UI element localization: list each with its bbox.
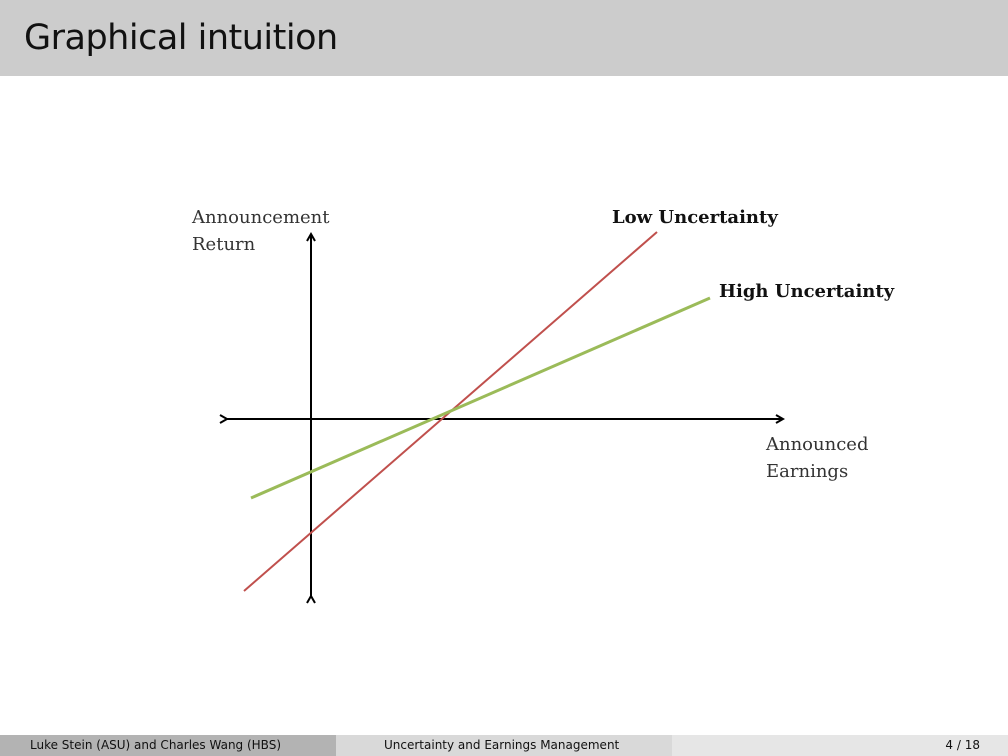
x-axis-label: Announced Earnings [766,431,868,485]
x-axis-label-line1: Announced [766,434,869,455]
low-uncertainty-label: Low Uncertainty [612,207,778,228]
footer: Luke Stein (ASU) and Charles Wang (HBS) … [0,735,1008,756]
high-uncertainty-label: High Uncertainty [719,281,895,302]
y-axis-label: Announcement Return [192,204,330,258]
high-uncertainty-line [250,296,711,500]
y-axis-label-line2: Return [192,234,256,255]
footer-authors-section: Luke Stein (ASU) and Charles Wang (HBS) [0,735,336,756]
y-axis-label-line1: Announcement [192,207,330,228]
footer-page-number: 4 / 18 [945,738,980,752]
footer-authors: Luke Stein (ASU) and Charles Wang (HBS) [30,738,282,752]
footer-title-section: Uncertainty and Earnings Management [336,735,672,756]
footer-page-section: 4 / 18 [672,735,1008,756]
slide-title: Graphical intuition [24,18,338,58]
x-axis-label-line2: Earnings [766,461,849,482]
title-bar: Graphical intuition [0,0,1008,76]
footer-talk-title: Uncertainty and Earnings Management [384,738,620,752]
